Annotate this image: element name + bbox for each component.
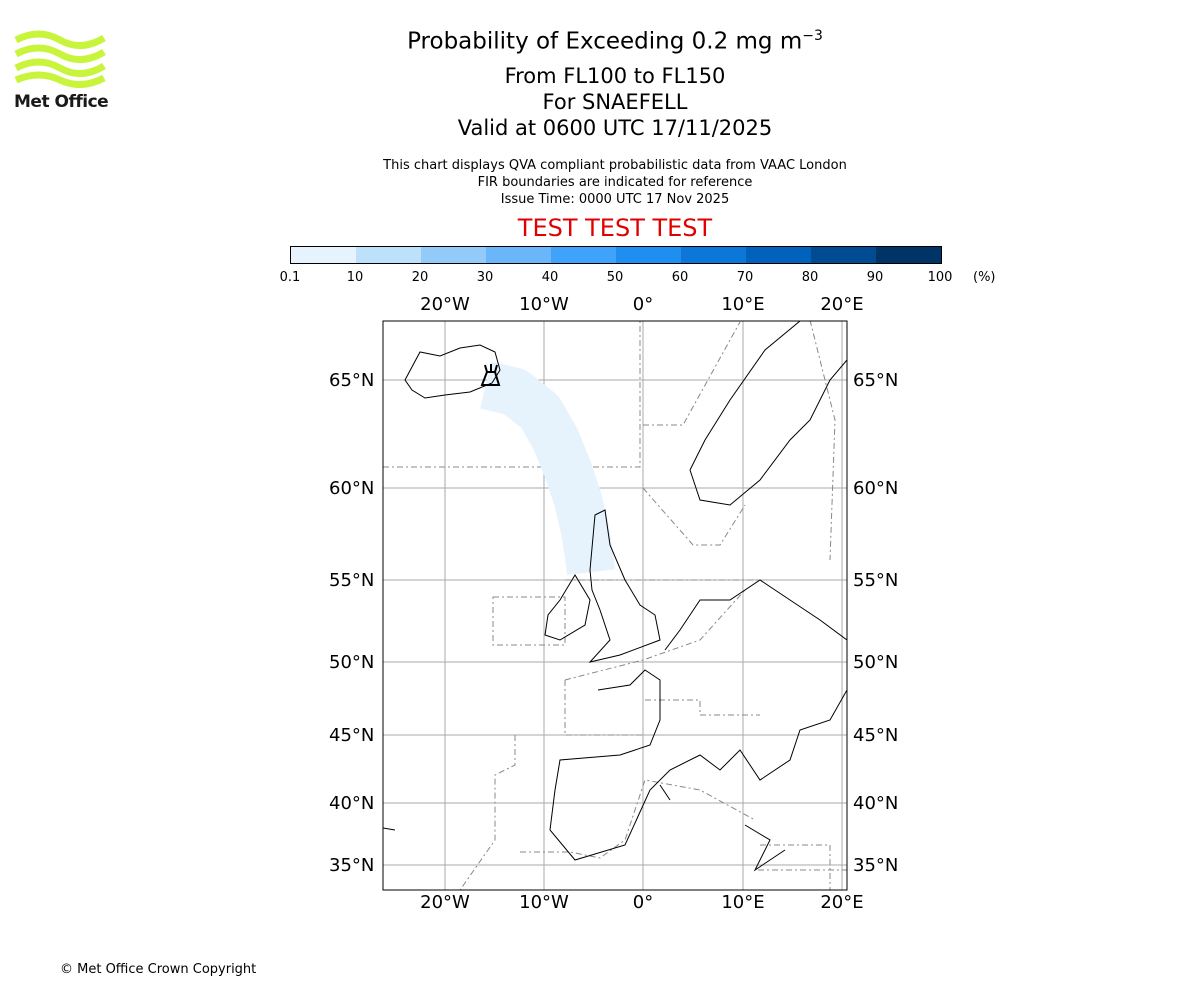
volcano-name: For SNAEFELL — [542, 90, 688, 114]
colorbar-tick-label: 50 — [606, 270, 624, 285]
latitude-label: 45°N — [329, 725, 375, 746]
logo-waves-icon — [14, 30, 106, 88]
copyright: © Met Office Crown Copyright — [60, 962, 257, 977]
colorbar-bin — [811, 247, 876, 263]
colorbar — [290, 246, 942, 264]
longitude-label: 0° — [632, 892, 654, 913]
latitude-label: 55°N — [853, 570, 899, 591]
latitude-label: 40°N — [329, 793, 375, 814]
met-office-logo — [14, 30, 106, 110]
title-superscript: −3 — [802, 28, 823, 44]
colorbar-bin — [876, 247, 941, 263]
volcano-icon — [480, 364, 501, 386]
colorbar-tick-label: 40 — [541, 270, 559, 285]
longitude-label: 10°W — [519, 294, 569, 315]
longitude-label: 0° — [632, 294, 654, 315]
coastlines — [383, 321, 847, 872]
colorbar-tick-label: 10 — [346, 270, 364, 285]
colorbar-bin — [616, 247, 681, 263]
longitude-label: 20°E — [820, 892, 864, 913]
colorbar-unit: (%) — [973, 270, 996, 285]
map-frame — [382, 320, 848, 891]
flight-levels: From FL100 to FL150 — [504, 64, 726, 88]
longitude-label: 10°E — [721, 294, 765, 315]
plume — [486, 385, 591, 572]
colorbar-bin — [746, 247, 811, 263]
latitude-label: 65°N — [329, 370, 375, 391]
latitude-label: 55°N — [329, 570, 375, 591]
colorbar-tick-label: 30 — [476, 270, 494, 285]
colorbar-tick-label: 90 — [866, 270, 884, 285]
latitude-label: 50°N — [329, 652, 375, 673]
latitude-label: 60°N — [329, 478, 375, 499]
info-line-1: This chart displays QVA compliant probab… — [383, 158, 847, 173]
longitude-label: 20°W — [420, 892, 470, 913]
latitude-label: 65°N — [853, 370, 899, 391]
latitude-label: 35°N — [853, 855, 899, 876]
issue-time: Issue Time: 0000 UTC 17 Nov 2025 — [500, 192, 730, 207]
logo-text: Met Office — [14, 92, 109, 112]
title-text: Probability of Exceeding 0.2 mg m — [407, 28, 803, 55]
chart-title: Probability of Exceeding 0.2 mg m−3 — [0, 28, 1200, 55]
longitude-label: 20°E — [820, 294, 864, 315]
test-banner: TEST TEST TEST — [517, 214, 713, 242]
longitude-label: 20°W — [420, 294, 470, 315]
colorbar-tick-label: 100 — [927, 270, 953, 285]
colorbar-tick-label: 70 — [736, 270, 754, 285]
colorbar-bin — [551, 247, 616, 263]
info-line-2: FIR boundaries are indicated for referen… — [477, 175, 753, 190]
latitude-label: 45°N — [853, 725, 899, 746]
valid-time: Valid at 0600 UTC 17/11/2025 — [457, 116, 773, 140]
fir-boundaries — [383, 321, 847, 890]
latitude-label: 40°N — [853, 793, 899, 814]
colorbar-tick-label: 0.1 — [279, 270, 301, 285]
longitude-label: 10°E — [721, 892, 765, 913]
colorbar-bin — [356, 247, 421, 263]
colorbar-tick-label: 60 — [671, 270, 689, 285]
colorbar-bin — [421, 247, 486, 263]
colorbar-bin — [681, 247, 746, 263]
latitude-label: 60°N — [853, 478, 899, 499]
colorbar-bin — [291, 247, 356, 263]
longitude-label: 10°W — [519, 892, 569, 913]
latitude-label: 50°N — [853, 652, 899, 673]
latitude-label: 35°N — [329, 855, 375, 876]
colorbar-tick-label: 80 — [801, 270, 819, 285]
colorbar-bin — [486, 247, 551, 263]
colorbar-tick-label: 20 — [411, 270, 429, 285]
